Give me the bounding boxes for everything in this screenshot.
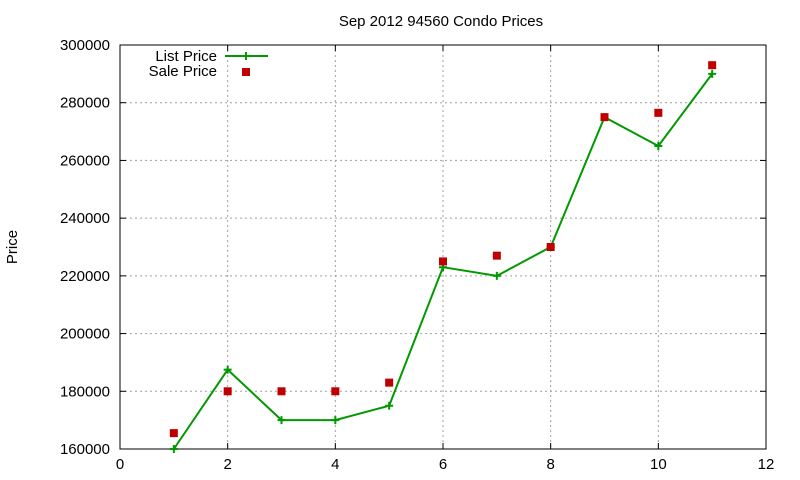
sale-price-point	[331, 387, 340, 396]
list-price-point	[654, 142, 663, 150]
legend-label-sale-price: Sale Price	[149, 63, 217, 80]
legend-marker-sale-price	[242, 68, 250, 76]
sale-price-point	[654, 108, 663, 117]
x-tick-label: 6	[439, 456, 447, 473]
sale-price-point	[385, 378, 394, 387]
y-tick-label: 280000	[60, 95, 110, 112]
x-tick-label: 4	[331, 456, 339, 473]
sale-price-point	[277, 387, 286, 396]
list-price-point	[169, 445, 178, 453]
chart-title: Sep 2012 94560 Condo Prices	[339, 13, 543, 30]
legend-label-list-price: List Price	[155, 48, 217, 65]
grid-lines	[120, 45, 766, 449]
y-tick-label: 240000	[60, 210, 110, 227]
sale-price-point	[439, 257, 447, 266]
x-tick-label: 0	[116, 456, 124, 473]
y-tick-label: 300000	[60, 37, 110, 54]
list-price-point	[385, 401, 394, 410]
list-price-point	[223, 365, 232, 374]
list-price-point	[277, 416, 286, 425]
x-tick-label: 10	[650, 456, 667, 473]
sale-price-point	[492, 251, 501, 260]
series-layer	[169, 61, 717, 453]
sale-price-point	[546, 243, 555, 251]
list-price-point	[331, 416, 340, 425]
sale-price-point	[708, 61, 717, 70]
sale-price-point	[600, 113, 609, 122]
y-tick-label: 180000	[60, 383, 110, 400]
sale-price-point	[169, 429, 178, 438]
x-tick-label: 2	[223, 456, 231, 473]
y-axis-label: Price	[4, 230, 21, 264]
list-price-point	[708, 69, 717, 78]
y-tick-label: 160000	[60, 441, 110, 458]
axis-ticks: 0 2 4 6 8 10 12 160000 180000 200000 220000 240000 2…	[60, 37, 774, 473]
x-tick-label: 12	[758, 456, 775, 473]
x-tick-label: 8	[546, 456, 554, 473]
y-tick-label: 260000	[60, 152, 110, 169]
list-price-point	[492, 271, 501, 280]
y-tick-label: 220000	[60, 268, 110, 285]
y-tick-label: 200000	[60, 326, 110, 343]
sale-price-point	[223, 387, 232, 396]
